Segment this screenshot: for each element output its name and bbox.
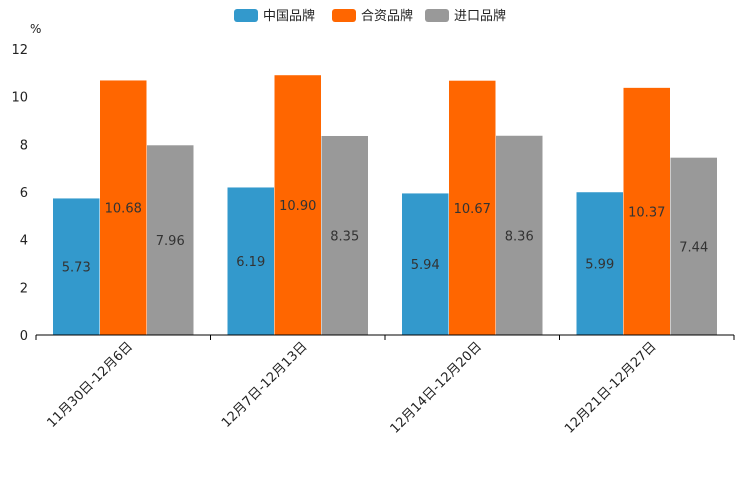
y-axis: 0 2 4 6 8 10 12: [11, 43, 28, 344]
legend-label: 中国品牌: [263, 8, 315, 24]
x-category-label: 12月21日-12月27日: [562, 339, 659, 436]
bar: [227, 187, 274, 335]
bar: [147, 145, 194, 335]
bar: [53, 198, 100, 335]
legend-item-2[interactable]: 合资品牌: [332, 8, 413, 24]
bar-value-label: 10.68: [105, 202, 142, 217]
legend-label: 合资品牌: [361, 8, 413, 24]
bar-value-label: 6.19: [236, 255, 265, 270]
bar-value-label: 5.99: [585, 258, 614, 273]
bar: [402, 193, 449, 335]
x-category-label: 12月7日-12月13日: [219, 339, 311, 431]
x-category-label: 11月30日-12月6日: [44, 339, 136, 431]
legend-swatch: [234, 9, 258, 22]
bar: [274, 75, 321, 335]
y-tick-label: 0: [20, 329, 28, 344]
bar: [623, 87, 670, 336]
bar-value-label: 7.44: [679, 240, 708, 255]
x-category-label: 12月14日-12月20日: [388, 339, 485, 436]
y-tick-label: 10: [11, 91, 28, 106]
bar: [321, 135, 368, 335]
bar-value-label: 10.37: [628, 205, 665, 220]
legend-swatch: [425, 9, 449, 22]
bar: [449, 80, 496, 335]
y-tick-label: 4: [20, 234, 28, 249]
bar: [100, 80, 147, 336]
legend-swatch: [332, 9, 356, 22]
y-tick-label: 8: [20, 138, 28, 153]
bar: [576, 192, 623, 335]
bar-value-label: 5.73: [62, 261, 91, 276]
x-axis: 11月30日-12月6日 12月7日-12月13日 12月14日-12月20日 12月…: [35, 334, 735, 437]
legend: 中国品牌 合资品牌 进口品牌: [234, 8, 506, 24]
bar-value-label: 10.90: [279, 199, 316, 214]
bar-value-label: 8.36: [505, 229, 534, 244]
y-axis-unit: %: [30, 22, 41, 36]
bar-value-label: 8.35: [330, 229, 359, 244]
y-tick-label: 6: [20, 186, 28, 201]
bar-value-label: 7.96: [156, 234, 185, 249]
bars-group: 5.73 10.68 7.96 6.19 10.90 8.35 5.94 10.67 8.36 5…: [53, 75, 717, 336]
legend-item-1[interactable]: 中国品牌: [234, 8, 315, 24]
y-tick-label: 2: [20, 281, 28, 296]
legend-item-3[interactable]: 进口品牌: [425, 8, 506, 24]
bar: [670, 157, 717, 335]
legend-label: 进口品牌: [454, 8, 506, 24]
bar-value-label: 5.94: [411, 258, 440, 273]
y-tick-label: 12: [11, 43, 28, 58]
bar: [496, 135, 543, 335]
bar-value-label: 10.67: [454, 202, 491, 217]
